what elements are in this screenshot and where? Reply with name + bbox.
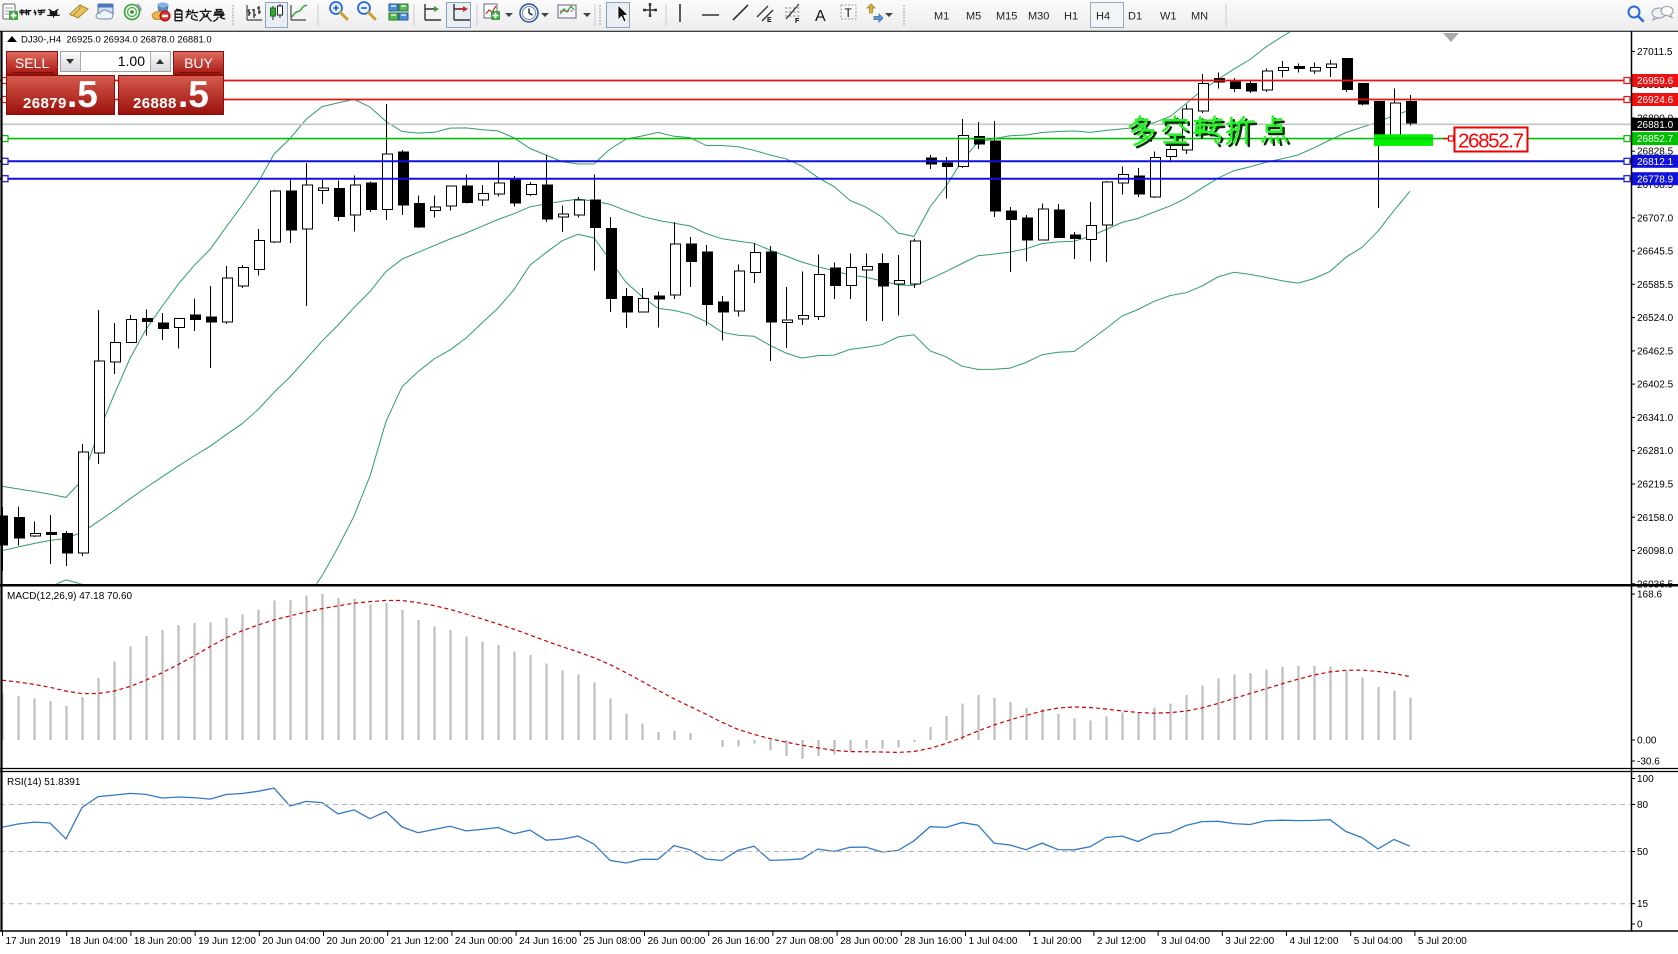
svg-text:28 Jun 00:00: 28 Jun 00:00: [840, 936, 898, 947]
svg-text:3 Jul 22:00: 3 Jul 22:00: [1225, 936, 1274, 947]
svg-text:26828.5: 26828.5: [1637, 147, 1674, 158]
svg-text:26707.0: 26707.0: [1637, 213, 1674, 224]
svg-text:26 Jun 16:00: 26 Jun 16:00: [712, 936, 770, 947]
svg-text:3 Jul 04:00: 3 Jul 04:00: [1161, 936, 1210, 947]
svg-text:50: 50: [1637, 847, 1649, 858]
svg-text:26924.6: 26924.6: [1637, 95, 1674, 106]
svg-text:T: T: [845, 6, 853, 20]
svg-text:-30.6: -30.6: [1637, 757, 1660, 768]
svg-text:26219.5: 26219.5: [1637, 480, 1674, 491]
svg-text:26768.5: 26768.5: [1637, 180, 1674, 191]
svg-text:F: F: [795, 18, 800, 25]
svg-text:20 Jun 20:00: 20 Jun 20:00: [327, 936, 385, 947]
svg-text:26462.5: 26462.5: [1637, 346, 1674, 357]
svg-text:RSI(14) 51.8391: RSI(14) 51.8391: [7, 777, 81, 788]
svg-text:24 Jun 16:00: 24 Jun 16:00: [519, 936, 577, 947]
svg-text:15: 15: [1637, 899, 1649, 910]
svg-text:1 Jul 04:00: 1 Jul 04:00: [969, 936, 1018, 947]
svg-text:MN: MN: [1191, 11, 1208, 23]
svg-text:26281.0: 26281.0: [1637, 446, 1674, 457]
svg-text:26402.5: 26402.5: [1637, 380, 1674, 391]
svg-text:E: E: [767, 17, 772, 24]
svg-text:26852.7: 26852.7: [1637, 134, 1674, 145]
svg-text:26645.5: 26645.5: [1637, 247, 1674, 258]
svg-text:H1: H1: [1064, 11, 1078, 23]
svg-text:17 Jun 2019: 17 Jun 2019: [6, 936, 61, 947]
svg-text:80: 80: [1637, 800, 1649, 811]
svg-text:26524.0: 26524.0: [1637, 313, 1674, 324]
svg-text:26585.5: 26585.5: [1637, 280, 1674, 291]
svg-text:26778.9: 26778.9: [1637, 174, 1674, 185]
svg-text:M30: M30: [1028, 11, 1049, 23]
svg-text:20 Jun 04:00: 20 Jun 04:00: [262, 936, 320, 947]
svg-text:M15: M15: [996, 11, 1017, 23]
svg-text:0: 0: [1637, 920, 1643, 931]
svg-text:26959.6: 26959.6: [1637, 76, 1674, 87]
svg-text:26881.0: 26881.0: [1637, 120, 1674, 131]
svg-text:21 Jun 12:00: 21 Jun 12:00: [391, 936, 449, 947]
svg-text:W1: W1: [1160, 11, 1177, 23]
svg-text:0.00: 0.00: [1637, 736, 1657, 747]
svg-text:26812.1: 26812.1: [1637, 157, 1674, 168]
svg-text:1 Jul 20:00: 1 Jul 20:00: [1033, 936, 1082, 947]
svg-text:168.6: 168.6: [1637, 590, 1662, 601]
svg-text:M1: M1: [934, 11, 949, 23]
svg-text:DJ30-,H4 26925.0 26934.0 2687: DJ30-,H4 26925.0 26934.0 26878.0 26881.0: [21, 35, 212, 46]
svg-text:5 Jul 04:00: 5 Jul 04:00: [1354, 936, 1403, 947]
svg-text:27 Jun 08:00: 27 Jun 08:00: [776, 936, 834, 947]
svg-text:100: 100: [1637, 774, 1654, 785]
svg-text:4 Jul 12:00: 4 Jul 12:00: [1290, 936, 1339, 947]
svg-text:2 Jul 12:00: 2 Jul 12:00: [1097, 936, 1146, 947]
svg-text:26852.7: 26852.7: [1458, 130, 1524, 153]
svg-text:18 Jun 04:00: 18 Jun 04:00: [70, 936, 128, 947]
svg-text:28 Jun 16:00: 28 Jun 16:00: [904, 936, 962, 947]
svg-text:19 Jun 12:00: 19 Jun 12:00: [198, 936, 256, 947]
svg-text:24 Jun 00:00: 24 Jun 00:00: [455, 936, 513, 947]
svg-text:18 Jun 20:00: 18 Jun 20:00: [134, 936, 192, 947]
svg-text:27011.5: 27011.5: [1637, 47, 1673, 58]
svg-text:25 Jun 08:00: 25 Jun 08:00: [583, 936, 641, 947]
svg-text:5 Jul 20:00: 5 Jul 20:00: [1418, 936, 1467, 947]
svg-text:H4: H4: [1096, 11, 1110, 23]
svg-text:MACD(12,26,9) 47.18 70.60: MACD(12,26,9) 47.18 70.60: [7, 591, 133, 602]
svg-text:26341.0: 26341.0: [1637, 413, 1674, 424]
svg-text:26158.0: 26158.0: [1637, 513, 1674, 524]
svg-text:D1: D1: [1128, 11, 1142, 23]
svg-text:26098.0: 26098.0: [1637, 546, 1674, 557]
svg-text:A: A: [815, 8, 826, 25]
svg-text:26 Jun 00:00: 26 Jun 00:00: [648, 936, 706, 947]
svg-text:M5: M5: [966, 11, 981, 23]
